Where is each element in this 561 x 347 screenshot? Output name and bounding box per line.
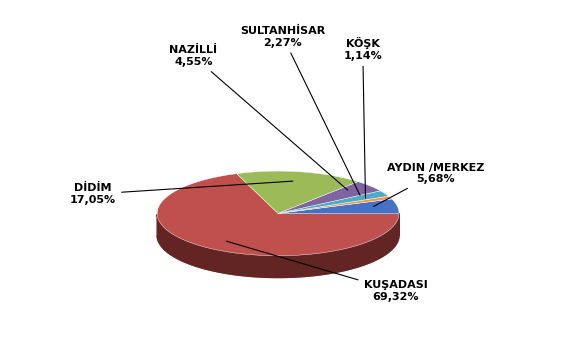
Text: SULTANHİSAR
2,27%: SULTANHİSAR 2,27% xyxy=(240,26,360,195)
Text: KUŞADASI
69,32%: KUŞADASI 69,32% xyxy=(226,241,427,302)
Text: NAZİLLİ
4,55%: NAZİLLİ 4,55% xyxy=(169,45,348,190)
Polygon shape xyxy=(278,181,380,213)
Polygon shape xyxy=(278,213,399,236)
Polygon shape xyxy=(157,235,399,278)
Polygon shape xyxy=(278,196,392,213)
Polygon shape xyxy=(237,171,358,213)
Text: AYDIN /MERKEZ
5,68%: AYDIN /MERKEZ 5,68% xyxy=(374,163,484,206)
Text: DİDİM
17,05%: DİDİM 17,05% xyxy=(70,181,293,205)
Polygon shape xyxy=(278,191,388,213)
Polygon shape xyxy=(157,174,399,256)
Polygon shape xyxy=(278,213,399,236)
Text: KÖŞK
1,14%: KÖŞK 1,14% xyxy=(343,37,382,198)
Polygon shape xyxy=(278,199,399,214)
Polygon shape xyxy=(157,214,399,278)
